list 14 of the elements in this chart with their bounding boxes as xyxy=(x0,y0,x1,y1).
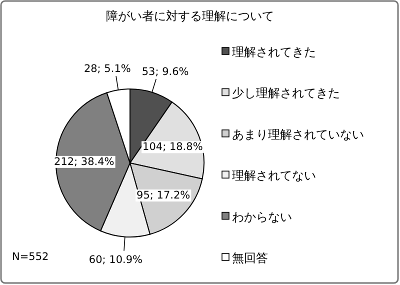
data-label: 212; 38.4% xyxy=(54,156,114,168)
data-label: 95; 17.2% xyxy=(136,190,190,202)
legend-label: 少し理解されてきた xyxy=(232,86,340,100)
legend-label: 理解されてない xyxy=(232,168,316,183)
data-label: 104; 18.8% xyxy=(142,141,203,154)
data-label: 28; 5.1% xyxy=(84,63,131,76)
chart-title: 障がい者に対する理解について xyxy=(106,9,274,23)
legend-label: あまり理解されていない xyxy=(232,127,364,142)
data-label: 53; 9.6% xyxy=(142,66,189,78)
data-label: 60; 10.9% xyxy=(88,254,143,266)
legend-label: わからない xyxy=(232,210,292,224)
legend-label: 無回答 xyxy=(232,251,268,265)
legend-label: 理解されてきた xyxy=(232,45,316,59)
text: N=552 xyxy=(12,251,49,263)
